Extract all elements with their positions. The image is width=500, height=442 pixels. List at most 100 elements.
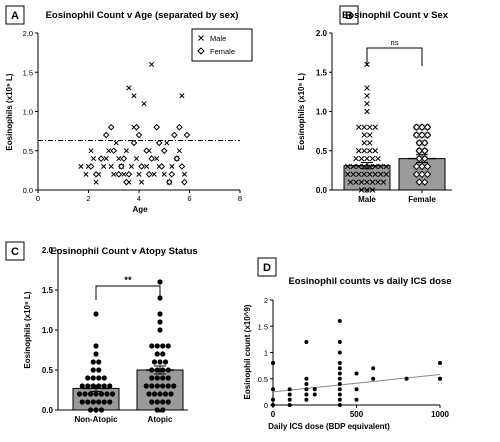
male-point: [106, 148, 112, 154]
data-point: [96, 399, 102, 405]
male-point: [131, 93, 137, 99]
data-point: [157, 311, 163, 317]
female-point: [135, 131, 143, 139]
male-point-stroke: [78, 163, 84, 170]
data-point: [271, 403, 275, 407]
y-tick-label: 0.0: [316, 186, 328, 195]
x-tick-label: Female: [408, 195, 436, 204]
data-point: [371, 366, 376, 371]
x-tick-label: 0: [271, 410, 276, 419]
data-point: [93, 391, 99, 397]
data-point-stroke: [364, 85, 370, 91]
chart-title: Eosinophil Count v Atopy Status: [50, 246, 197, 257]
data-point: [79, 383, 85, 389]
data-point-stroke: [364, 100, 370, 107]
female-data-point: [423, 131, 432, 139]
data-point: [154, 351, 160, 357]
x-axis-label: Age: [132, 205, 148, 214]
data-point: [337, 319, 342, 323]
male-point-stroke: [144, 163, 150, 170]
data-point: [312, 392, 317, 397]
female-point: [145, 170, 153, 178]
data-point: [304, 376, 309, 381]
y-tick-label: 2.0: [42, 246, 54, 255]
data-point: [369, 187, 376, 193]
data-point: [304, 387, 309, 392]
female-data-point: [415, 154, 423, 163]
male-point-stroke: [128, 163, 134, 170]
data-point-stroke: [361, 140, 368, 146]
female-point: [107, 123, 115, 131]
data-point: [337, 350, 342, 355]
female-point: [110, 147, 118, 155]
data-point: [337, 376, 342, 381]
data-point: [104, 391, 110, 397]
data-point: [90, 359, 96, 365]
data-point: [361, 147, 368, 154]
male-point: [101, 163, 107, 170]
data-point-stroke: [353, 155, 359, 162]
male-point-stroke: [123, 148, 129, 154]
panel-label-box-b: [339, 5, 359, 25]
data-point-stroke: [361, 163, 368, 170]
data-point: [93, 311, 99, 317]
data-point: [383, 163, 390, 170]
female-data-point: [418, 131, 426, 139]
female-point: [178, 163, 186, 170]
male-point-stroke: [151, 171, 157, 177]
data-point: [154, 383, 160, 389]
data-point: [154, 399, 160, 405]
data-point: [372, 171, 379, 178]
female-point: [171, 131, 178, 139]
bar-male: [343, 165, 391, 191]
data-point: [361, 140, 368, 146]
data-point: [361, 132, 368, 138]
data-point: [337, 361, 342, 365]
data-point: [154, 343, 160, 349]
data-point: [154, 407, 160, 413]
data-point: [366, 132, 373, 138]
data-point: [160, 351, 166, 357]
data-point: [157, 359, 163, 365]
data-point: [287, 387, 292, 392]
female-data-point: [423, 162, 432, 171]
female-point: [183, 131, 191, 139]
data-point-stroke: [364, 108, 370, 115]
y-axis-label: Eosinophils (x10⁹ L): [297, 73, 306, 150]
female-point: [158, 163, 166, 170]
data-point: [87, 407, 94, 413]
y-tick-label: 1.0: [23, 108, 33, 117]
male-point: [136, 171, 142, 177]
data-point: [350, 171, 357, 178]
male-point: [103, 156, 109, 162]
data-point: [369, 155, 376, 162]
data-point: [157, 319, 163, 325]
data-point-stroke: [364, 155, 370, 162]
female-data-point: [412, 170, 421, 179]
data-point: [79, 399, 85, 405]
data-point-stroke: [372, 124, 379, 130]
data-point: [157, 391, 163, 397]
data-point-stroke: [369, 155, 376, 162]
data-point: [358, 155, 365, 162]
female-point: [120, 155, 128, 162]
female-point: [153, 123, 160, 131]
data-point-stroke: [350, 163, 357, 170]
y-tick-label: 1.5: [23, 68, 33, 77]
data-point: [372, 124, 379, 130]
male-point-stroke: [138, 179, 145, 185]
x-tick-label: 6: [187, 194, 191, 203]
female-data-point: [415, 147, 423, 155]
data-point-stroke: [366, 140, 373, 146]
data-point-stroke: [355, 171, 362, 178]
male-point: [141, 101, 147, 107]
data-point-stroke: [361, 147, 368, 154]
data-point: [90, 375, 96, 381]
male-point: [128, 163, 134, 170]
male-point: [90, 156, 97, 162]
y-axis-label: Eosinophil count (x10^9): [243, 304, 252, 399]
data-point: [337, 403, 342, 407]
female-point: [118, 163, 125, 170]
data-point-stroke: [361, 124, 368, 130]
female-point: [165, 178, 173, 186]
